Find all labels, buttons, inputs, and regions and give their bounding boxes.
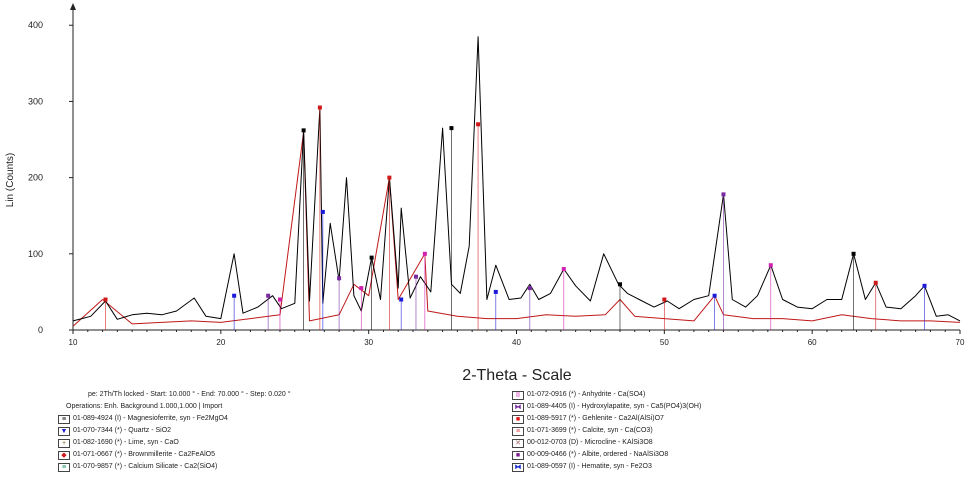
legend-item: ⧓ 01-089-0597 (I) - Hematite, syn - Fe2O3	[512, 461, 952, 473]
reference-peak-marker	[413, 274, 418, 279]
reference-peak-marker	[768, 263, 773, 268]
data-series-line	[72, 36, 961, 322]
reference-peak-marker	[561, 267, 566, 272]
reference-peak-marker	[922, 283, 927, 288]
x-tick-label: 10	[69, 338, 78, 347]
reference-peak-marker	[266, 293, 271, 298]
legend-item: ◆ 01-071-0667 (*) - Brownmillerite - Ca2F…	[58, 449, 498, 461]
reference-peak-marker	[320, 209, 325, 214]
hydroxylapatite-marker-icon: ⧓	[512, 402, 524, 412]
y-axis-arrow-icon	[70, 3, 76, 10]
reference-peak-marker	[873, 280, 878, 285]
calcite-marker-icon: ≡	[512, 426, 524, 436]
y-tick-label: 400	[28, 20, 43, 30]
legend-item-label: 00-012-0703 (D) - Microcline - KAlSi3O8	[527, 439, 653, 446]
legend-right: II 01-072-0916 (*) - Anhydrite - Ca(SO4) ⧓…	[512, 389, 952, 473]
hematite-marker-icon: ⧓	[512, 462, 524, 472]
legend-item-label: 01-070-7344 (*) - Quartz - SiO2	[73, 427, 172, 434]
operations-info-line: Operations: Enh. Background 1.000,1.000 …	[66, 403, 223, 410]
legend-item: ✕ 00-012-0703 (D) - Microcline - KAlSi3O8	[512, 437, 952, 449]
legend-item-label: 01-089-4924 (I) - Magnesioferrite, syn -…	[73, 415, 228, 422]
reference-peak-marker	[493, 289, 498, 294]
y-tick-label: 0	[38, 325, 43, 335]
reference-peak-marker	[277, 297, 282, 302]
reference-peak-marker	[359, 286, 364, 291]
reference-peak-marker	[662, 297, 667, 302]
x-tick-label: 40	[512, 338, 521, 347]
reference-peak-marker	[712, 293, 717, 298]
x-tick-label: 30	[364, 338, 373, 347]
legend-item: ▼ 01-070-7344 (*) - Quartz - SiO2	[58, 425, 498, 437]
reference-peak-marker	[527, 286, 532, 291]
x-tick-label: 20	[216, 338, 225, 347]
x-tick-label: 70	[956, 338, 965, 347]
calcium-silicate-marker-icon: ≡	[58, 462, 70, 472]
legend-item: ⧓ 01-089-4405 (I) - Hydroxylapatite, syn …	[512, 401, 952, 413]
y-axis-label: Lin (Counts)	[5, 153, 16, 207]
brownmillerite-marker-icon: ◆	[58, 450, 70, 460]
reference-peak-marker	[449, 126, 454, 131]
legend-item-label: 01-071-3699 (*) - Calcite, syn - Ca(CO3)	[527, 427, 653, 434]
x-axis-label: 2-Theta - Scale	[462, 367, 571, 384]
reference-peak-marker	[232, 293, 237, 298]
lime-marker-icon: +	[58, 438, 70, 448]
gehlenite-marker-icon: ■	[512, 414, 524, 424]
quartz-marker-icon: ▼	[58, 426, 70, 436]
y-tick-label: 100	[28, 249, 43, 259]
y-tick-label: 200	[28, 173, 43, 183]
xrd-chart: 10 20 30 40 50 60 70 0 100 200 300 400 Lin (Counts)…	[5, 3, 965, 384]
legend-item: ≡ 01-089-4924 (I) - Magnesioferrite, syn …	[58, 413, 498, 425]
legend-item-label: 01-082-1690 (*) - Lime, syn - CaO	[73, 439, 179, 446]
y-tick-label: 300	[28, 96, 43, 106]
legend-item: ≡ 01-071-3699 (*) - Calcite, syn - Ca(CO3…	[512, 425, 952, 437]
legend-item-label: 01-071-0667 (*) - Brownmillerite - Ca2Fe…	[73, 451, 215, 458]
legend-item: ≡ 01-070-9857 (*) - Calcium Silicate - Ca…	[58, 461, 498, 473]
reference-peak-marker	[369, 255, 374, 260]
legend-item: +01-082-1690 (*) - Lime, syn - CaO	[58, 437, 498, 449]
reference-peak-marker	[317, 105, 322, 110]
legend-item: ■ 00-009-0466 (*) - Albite, ordered - NaA…	[512, 449, 952, 461]
reference-peak-marker	[617, 282, 622, 287]
reference-peak-marker	[399, 297, 404, 302]
reference-peak-marker	[103, 297, 108, 302]
reference-peak-marker	[851, 251, 856, 256]
reference-peak-marker	[422, 251, 427, 256]
legend-item-label: 01-070-9857 (*) - Calcium Silicate - Ca2…	[73, 463, 218, 470]
reference-peak-marker	[721, 192, 726, 197]
legend-item-label: 01-089-0597 (I) - Hematite, syn - Fe2O3	[527, 463, 652, 470]
reference-peak-marker	[387, 175, 392, 180]
legend-left: pe: 2Th/Th locked - Start: 10.000 ° - En…	[58, 389, 498, 473]
legend-item-label: 01-089-5917 (*) - Gehlenite - Ca2Al(AlSi…	[527, 415, 664, 422]
legend-item-label: 01-072-0916 (*) - Anhydrite - Ca(SO4)	[527, 391, 646, 398]
x-tick-label: 50	[660, 338, 669, 347]
reference-peak-marker	[337, 276, 342, 281]
microcline-marker-icon: ✕	[512, 438, 524, 448]
magnesioferrite-marker-icon: ≡	[58, 414, 70, 424]
scan-info-line: pe: 2Th/Th locked - Start: 10.000 ° - En…	[88, 391, 291, 398]
data-series-line	[72, 131, 961, 327]
reference-peak-marker	[476, 122, 481, 127]
reference-peak-marker	[301, 128, 306, 133]
legend-item: ■ 01-089-5917 (*) - Gehlenite - Ca2Al(AlS…	[512, 413, 952, 425]
legend-item-label: 00-009-0466 (*) - Albite, ordered - NaAl…	[527, 451, 669, 458]
x-tick-label: 60	[808, 338, 817, 347]
legend-item-label: 01-089-4405 (I) - Hydroxylapatite, syn -…	[527, 403, 702, 410]
anhydrite-marker-icon: II	[512, 390, 524, 400]
legend-item: II 01-072-0916 (*) - Anhydrite - Ca(SO4)	[512, 389, 952, 401]
albite-marker-icon: ■	[512, 450, 524, 460]
